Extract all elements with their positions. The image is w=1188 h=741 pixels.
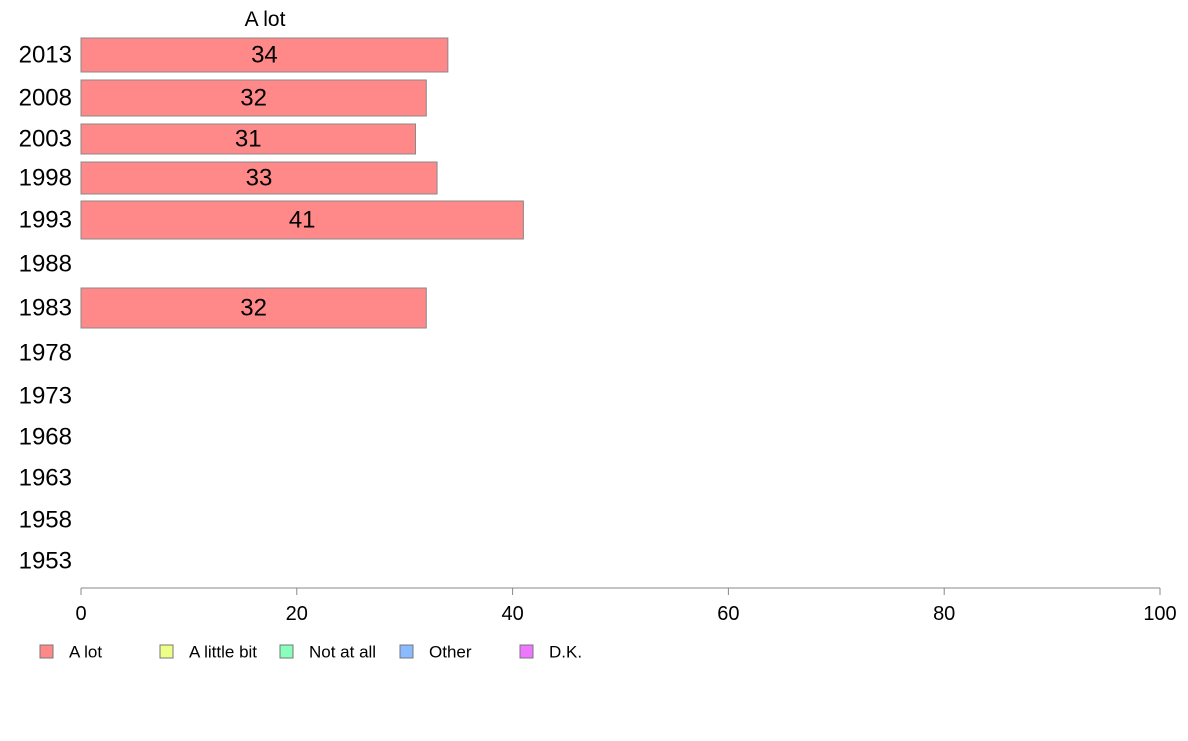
legend-swatch [159, 644, 174, 659]
legend: A lot A little bit Not at all Other D.K. [39, 643, 582, 662]
year-label: 1983 [19, 295, 72, 322]
bar-value-label: 33 [246, 165, 273, 192]
year-label: 2008 [19, 85, 72, 112]
bar-2008 [80, 79, 427, 117]
legend-label: D.K. [549, 643, 582, 662]
legend-swatch [519, 644, 534, 659]
bar-1993 [80, 200, 524, 240]
x-tick-label: 60 [717, 603, 739, 625]
bar-value-label: 41 [289, 207, 316, 234]
x-axis: 0 20 40 60 80 100 [75, 587, 1177, 625]
year-labels: 2013 2008 2003 1998 1993 1988 1983 1978 1973 1968… [19, 42, 72, 575]
year-label: 1968 [19, 424, 72, 451]
year-label: 1958 [19, 507, 72, 534]
legend-label: A little bit [189, 643, 257, 662]
legend-swatch [39, 644, 54, 659]
bar-2003 [80, 123, 416, 155]
legend-label: A lot [69, 643, 102, 662]
year-label: 1978 [19, 340, 72, 367]
bar-1983 [80, 287, 427, 329]
x-tick-label: 80 [933, 603, 955, 625]
x-tick-label: 20 [286, 603, 308, 625]
column-header: A lot [245, 8, 286, 31]
bar-value-label: 32 [240, 85, 267, 112]
bar-value-label: 31 [235, 126, 262, 153]
x-tick-label: 0 [75, 603, 86, 625]
bar-value-label: 34 [251, 42, 278, 69]
bar-value-label: 32 [240, 295, 267, 322]
year-label: 1993 [19, 207, 72, 234]
x-tick-label: 40 [501, 603, 523, 625]
legend-label: Other [429, 643, 472, 662]
bar-2013 [80, 37, 449, 73]
year-label: 1953 [19, 548, 72, 575]
legend-label: Not at all [309, 643, 376, 662]
year-label: 2013 [19, 42, 72, 69]
bar-value-labels: 34 32 31 33 41 32 [235, 42, 316, 322]
year-label: 2003 [19, 126, 72, 153]
bars [80, 37, 524, 329]
year-label: 1973 [19, 383, 72, 410]
legend-swatch [399, 644, 414, 659]
x-tick-label: 100 [1143, 603, 1176, 625]
year-label: 1963 [19, 465, 72, 492]
legend-swatch [279, 644, 294, 659]
bar-1998 [80, 161, 438, 195]
year-label: 1998 [19, 165, 72, 192]
year-label: 1988 [19, 251, 72, 278]
